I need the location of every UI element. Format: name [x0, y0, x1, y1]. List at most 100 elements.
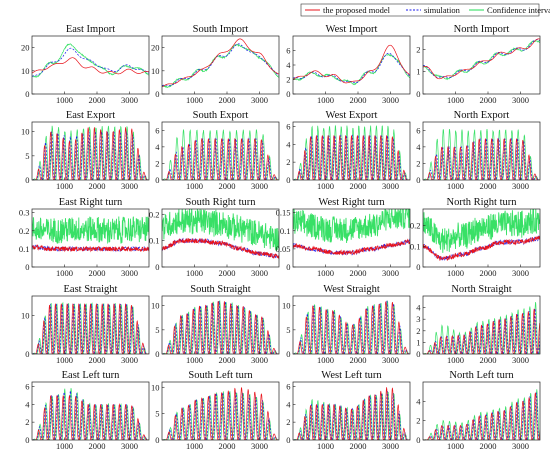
- y-tick-label: 0.05: [276, 244, 291, 254]
- y-tick-label: 10: [151, 66, 160, 76]
- y-tick-label: 0: [286, 435, 290, 445]
- panel-south-import: South Import 1000 2000 3000 0 10 20: [151, 24, 280, 105]
- panel-title: East Right turn: [59, 197, 123, 208]
- y-tick-label: 4: [416, 142, 421, 152]
- y-tick-label: 5: [155, 409, 159, 419]
- y-tick-label: 0: [416, 435, 420, 445]
- y-tick-label: 0.2: [19, 226, 30, 236]
- plot-frame: [161, 208, 280, 268]
- y-tick-label: 2: [286, 417, 290, 427]
- series-proposed-model: [32, 57, 149, 75]
- x-tick-label: 2000: [480, 95, 497, 105]
- panel-east-import: East Import 1000 2000 3000 0 10 20: [21, 24, 150, 105]
- x-tick-label: 1000: [447, 181, 464, 191]
- x-tick-label: 1000: [56, 181, 73, 191]
- y-tick-label: 0: [25, 89, 29, 99]
- plot-frame: [292, 121, 411, 181]
- series-proposed-model: [293, 300, 410, 354]
- panel-title: North Left turn: [449, 370, 514, 381]
- y-tick-label: 0: [286, 89, 290, 99]
- x-tick-label: 1000: [317, 268, 334, 278]
- x-tick-label: 3000: [251, 355, 268, 365]
- y-tick-label: 10: [21, 66, 30, 76]
- x-tick-label: 1000: [186, 181, 203, 191]
- y-tick-label: 10: [282, 301, 291, 311]
- x-tick-label: 2000: [480, 441, 497, 451]
- series-simulation: [423, 235, 540, 262]
- plot-frame: [422, 381, 541, 441]
- y-tick-label: 0: [416, 262, 420, 272]
- panel-title: North Import: [454, 24, 510, 35]
- series-proposed-model: [293, 387, 410, 440]
- x-tick-label: 1000: [186, 355, 203, 365]
- panel-title: West Import: [326, 24, 378, 35]
- x-tick-label: 3000: [251, 181, 268, 191]
- legend-label-confidence-interval: Confidence interval: [487, 5, 550, 15]
- series-proposed-model: [293, 44, 410, 84]
- x-tick-label: 2000: [89, 268, 106, 278]
- x-tick-label: 1000: [186, 95, 203, 105]
- x-tick-label: 1000: [317, 441, 334, 451]
- y-tick-label: 0: [416, 89, 420, 99]
- series-proposed-model: [162, 138, 279, 180]
- y-tick-label: 0: [155, 349, 159, 359]
- panel-north-straight: North Straight 1000 2000 3000 0 12 34: [416, 284, 541, 365]
- series-simulation: [162, 300, 279, 354]
- panel-east-straight: East Straight 1000 2000 3000 0 10: [21, 284, 150, 365]
- y-tick-label: 4: [155, 142, 160, 152]
- x-tick-label: 3000: [382, 95, 399, 105]
- x-tick-label: 1000: [56, 441, 73, 451]
- y-tick-label: 0: [155, 89, 159, 99]
- plot-frame: [161, 381, 280, 441]
- x-tick-label: 3000: [251, 441, 268, 451]
- y-tick-label: 0.15: [276, 208, 291, 218]
- y-tick-label: 5: [25, 151, 29, 161]
- series-simulation: [293, 134, 410, 180]
- panel-south-left-turn: South Left turn 1000 2000 3000 0 5 10: [151, 370, 280, 451]
- panel-title: South Right turn: [185, 197, 256, 208]
- y-tick-label: 2: [416, 326, 420, 336]
- x-tick-label: 2000: [350, 355, 367, 365]
- x-tick-label: 1000: [447, 441, 464, 451]
- series-proposed-model: [293, 238, 410, 256]
- y-tick-label: 6: [155, 125, 159, 135]
- y-tick-label: 0: [155, 175, 159, 185]
- y-tick-label: 2: [416, 158, 420, 168]
- x-tick-label: 1000: [447, 268, 464, 278]
- series-proposed-model: [423, 38, 540, 80]
- series-confidence-interval: [162, 209, 279, 252]
- y-tick-label: 10: [151, 301, 160, 311]
- y-tick-label: 4: [286, 139, 291, 149]
- y-tick-label: 0: [155, 262, 159, 272]
- y-tick-label: 0.1: [410, 241, 421, 251]
- plot-frame: [161, 121, 280, 181]
- plot-frame: [422, 35, 541, 95]
- x-tick-label: 1000: [56, 355, 73, 365]
- panel-west-import: West Import 1000 2000 3000 0 2 4 6: [286, 24, 411, 105]
- y-tick-label: 1: [416, 67, 420, 77]
- x-tick-label: 3000: [382, 181, 399, 191]
- series-confidence-interval: [423, 302, 540, 354]
- plot-frame: [31, 295, 150, 355]
- panel-title: West Right turn: [318, 197, 385, 208]
- plot-frame: [292, 295, 411, 355]
- x-tick-label: 2000: [350, 268, 367, 278]
- y-tick-label: 6: [286, 381, 290, 391]
- series-simulation: [32, 131, 149, 180]
- x-tick-label: 2000: [89, 95, 106, 105]
- plot-frame: [31, 121, 150, 181]
- y-tick-label: 0.1: [280, 226, 291, 236]
- series-simulation: [423, 308, 540, 354]
- plot-frame: [31, 208, 150, 268]
- series-simulation: [32, 390, 149, 440]
- series-confidence-interval: [32, 43, 149, 78]
- x-tick-label: 3000: [121, 355, 138, 365]
- series-simulation: [32, 47, 149, 77]
- y-tick-label: 0: [25, 349, 29, 359]
- series-proposed-model: [293, 135, 410, 180]
- y-tick-label: 0.2: [410, 221, 421, 231]
- y-tick-label: 10: [21, 310, 30, 320]
- series-simulation: [293, 391, 410, 440]
